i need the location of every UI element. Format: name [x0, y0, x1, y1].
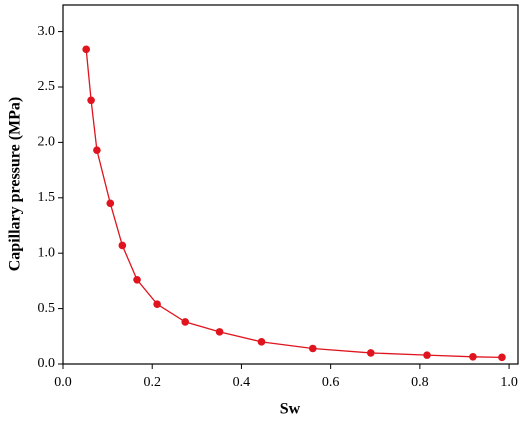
series-line	[85, 49, 502, 359]
x-tick-label: 1.0	[500, 375, 518, 390]
data-point	[133, 275, 141, 284]
x-tick-label: 0.2	[143, 375, 161, 390]
y-tick-label: 0.0	[38, 356, 56, 371]
data-point	[118, 241, 127, 250]
data-point	[87, 96, 95, 105]
y-tick-label: 2.0	[38, 135, 56, 150]
data-point	[106, 199, 115, 208]
y-tick-label: 1.0	[38, 245, 56, 260]
data-point	[469, 352, 477, 361]
data-point	[498, 353, 506, 362]
data-point	[215, 328, 224, 336]
x-tick-label: 0.4	[233, 375, 251, 390]
data-point	[257, 338, 266, 346]
x-tick-label: 0.8	[411, 375, 429, 390]
y-tick-label: 3.0	[38, 24, 56, 39]
data-point	[366, 349, 375, 357]
data-point	[423, 351, 431, 359]
x-axis-title: Sw	[280, 401, 301, 418]
x-tick-label: 0.6	[322, 375, 340, 390]
plot-frame	[62, 4, 519, 365]
data-point	[93, 146, 101, 154]
y-tick-label: 0.5	[38, 301, 56, 316]
data-point	[309, 344, 317, 353]
y-axis-title: Capillary pressure (MPa)	[7, 97, 24, 272]
y-tick-label: 2.5	[38, 79, 56, 94]
data-point	[181, 318, 190, 326]
data-point	[82, 45, 90, 54]
y-tick-label: 1.5	[38, 190, 56, 205]
data-point	[153, 300, 161, 308]
x-tick-label: 0.0	[54, 375, 72, 390]
